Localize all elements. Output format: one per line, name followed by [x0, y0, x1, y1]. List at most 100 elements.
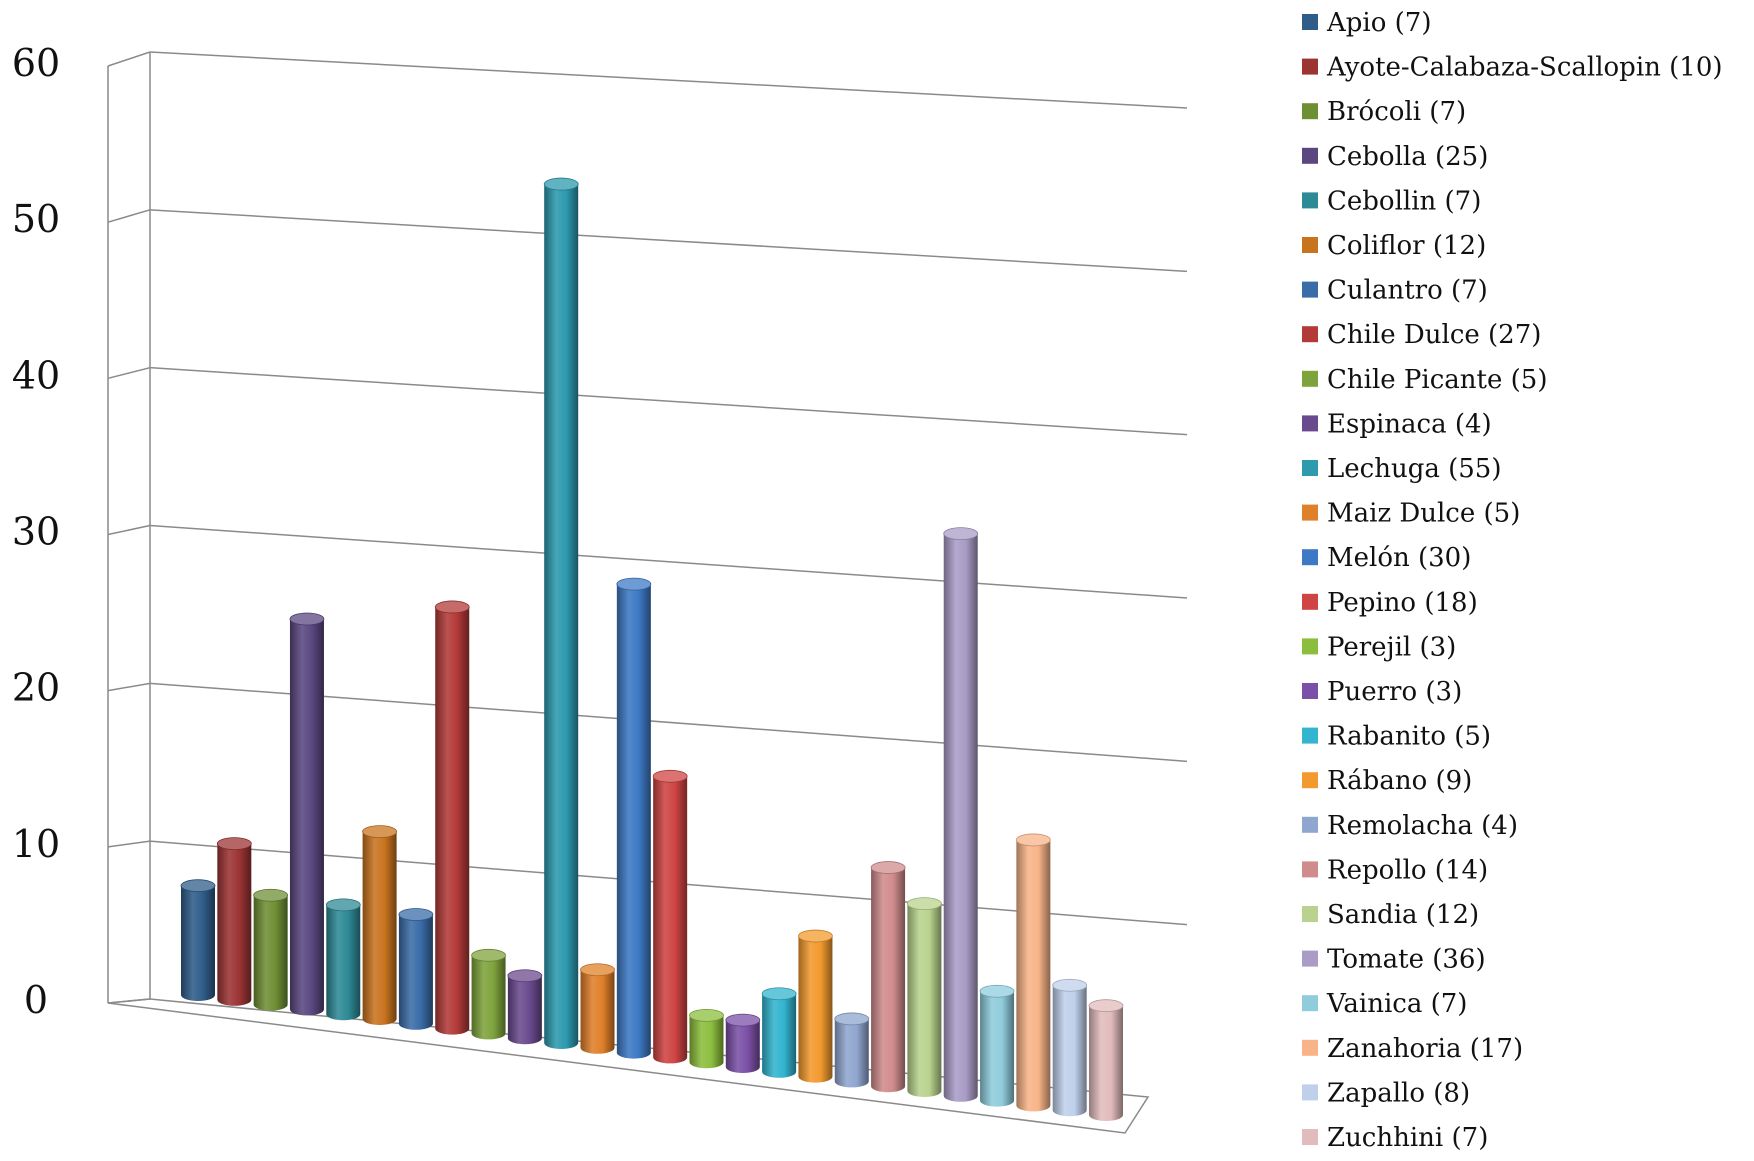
legend-label: Apio (7) [1326, 8, 1431, 38]
bar-top [1015, 833, 1051, 847]
bar-body [217, 843, 252, 1006]
bar-top [434, 600, 470, 614]
bar-top [543, 177, 579, 191]
legend-item: Espinaca (4) [1302, 409, 1492, 439]
legend-label: Ayote-Calabaza-Scallopin (10) [1326, 53, 1723, 83]
bar-body [871, 867, 906, 1093]
bar-top [1088, 999, 1124, 1013]
legend-swatch [1302, 58, 1318, 75]
legend-item: Repollo (14) [1302, 855, 1488, 885]
legend-label: Cebolla (25) [1327, 142, 1488, 172]
legend-item: Puerro (3) [1302, 677, 1462, 707]
bar [652, 769, 688, 1064]
bar-top [943, 527, 979, 540]
legend-item: Zanahoria (17) [1302, 1034, 1523, 1064]
bar [725, 1013, 761, 1073]
y-tick-label: 60 [12, 41, 60, 85]
legend-label: Rábano (9) [1327, 766, 1472, 796]
legend-label: Tomate (36) [1327, 945, 1486, 975]
wall-gridline [107, 51, 151, 67]
bar [1088, 999, 1124, 1121]
bar [471, 948, 506, 1040]
gridline [149, 209, 1188, 273]
legend-swatch [1302, 995, 1318, 1012]
legend-item: Chile Picante (5) [1302, 365, 1547, 395]
legend-item: Melón (30) [1302, 543, 1471, 573]
legend-swatch [1302, 549, 1318, 566]
legend-swatch [1302, 727, 1318, 744]
bar [289, 612, 325, 1016]
bar-top [289, 612, 325, 626]
y-axis-ticks: 0 10 20 30 40 50 60 [12, 41, 60, 1022]
legend-label: Zuchhini (7) [1327, 1123, 1488, 1153]
bar [1015, 833, 1051, 1112]
legend-item: Ayote-Calabaza-Scallopin (10) [1302, 53, 1723, 83]
bar-top [471, 948, 506, 962]
gridline [149, 524, 1188, 599]
legend-item: Rabanito (5) [1302, 722, 1491, 752]
legend-item: Rábano (9) [1302, 766, 1472, 796]
bar-body [1016, 839, 1051, 1112]
legend-swatch [1302, 237, 1318, 253]
bar-top [616, 577, 652, 591]
bar-top [180, 879, 216, 893]
legend-item: Lechuga (55) [1302, 454, 1501, 484]
bar-top [1052, 978, 1088, 992]
legend-item: Cebollin (7) [1302, 186, 1481, 216]
legend-label: Chile Picante (5) [1327, 365, 1547, 395]
bar-body [689, 1015, 724, 1069]
legend-item: Culantro (7) [1302, 276, 1488, 306]
legend-label: Remolacha (4) [1327, 811, 1518, 841]
bar-body [326, 904, 361, 1021]
bar [870, 861, 906, 1093]
legend-swatch [1302, 147, 1318, 164]
bar [834, 1012, 870, 1088]
legend-swatch [1302, 906, 1318, 922]
bar-top [761, 987, 797, 1001]
bar-body [435, 606, 470, 1035]
bar [434, 600, 470, 1035]
bar-body [362, 831, 397, 1025]
bar-body [653, 776, 688, 1064]
legend-label: Maiz Dulce (5) [1327, 499, 1520, 529]
bar [689, 1008, 724, 1069]
legend-swatch [1302, 103, 1318, 120]
bar-body [980, 991, 1015, 1107]
wall-gridline [107, 209, 151, 223]
bar-top [652, 769, 688, 783]
legend-item: Vainica (7) [1302, 989, 1467, 1019]
legend-item: Cebolla (25) [1302, 142, 1488, 172]
chart-floor [107, 998, 1150, 1134]
legend-label: Melón (30) [1327, 543, 1471, 573]
legend: Apio (7) Ayote-Calabaza-Scallopin (10) Bró… [1302, 8, 1723, 1153]
bar-body [289, 618, 324, 1016]
bar-top [798, 929, 833, 943]
bar-body [471, 955, 506, 1040]
bar [616, 577, 652, 1059]
bar [943, 527, 979, 1102]
y-tick-label: 50 [12, 197, 60, 241]
bar-body [907, 903, 942, 1097]
y-tick-label: 20 [12, 666, 60, 710]
legend-swatch [1302, 1084, 1318, 1101]
bar [979, 984, 1015, 1107]
bar [362, 825, 398, 1025]
legend-swatch [1302, 861, 1318, 878]
legend-label: Coliflor (12) [1327, 231, 1486, 261]
legend-label: Zapallo (8) [1327, 1078, 1470, 1108]
legend-swatch [1302, 593, 1318, 610]
bar-body [1052, 985, 1087, 1117]
bar [761, 987, 797, 1078]
bar-body [616, 584, 651, 1059]
bar [1052, 978, 1088, 1117]
legend-item: Perejil (3) [1302, 632, 1456, 662]
y-tick-label: 40 [12, 353, 60, 397]
bar-body [253, 895, 288, 1011]
legend-label: Rabanito (5) [1327, 722, 1491, 752]
bar-top [507, 969, 543, 983]
bar-top [979, 984, 1015, 998]
bar-body [580, 969, 615, 1054]
bar [398, 908, 434, 1030]
legend-swatch [1302, 460, 1318, 476]
wall-gridline [107, 840, 151, 848]
